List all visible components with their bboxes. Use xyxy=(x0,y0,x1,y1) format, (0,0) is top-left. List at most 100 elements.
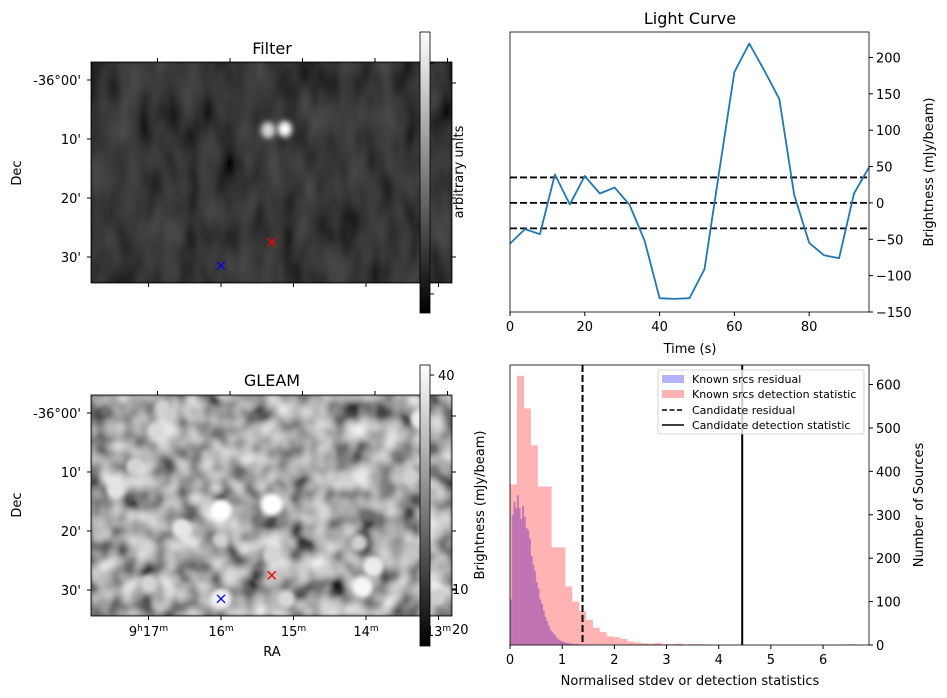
histogram-bar-detection xyxy=(599,631,607,645)
histogram-bar-detection xyxy=(565,586,573,645)
gleam-source xyxy=(401,469,418,486)
gleam-source xyxy=(263,546,281,563)
light-curve-threshold-lines xyxy=(510,176,869,230)
histogram-bar-residual xyxy=(558,639,561,645)
x-tick-label: 1 xyxy=(558,653,566,668)
histogram-bar-residual xyxy=(511,514,514,645)
gleam-source xyxy=(125,457,143,475)
light-curve-title: Light Curve xyxy=(644,9,736,28)
x-tick-label: 6 xyxy=(819,653,827,668)
gleam-source xyxy=(155,399,171,416)
gleam-markers xyxy=(216,570,277,604)
filter-bright-feature xyxy=(261,122,276,139)
histogram-bar-residual xyxy=(539,599,542,645)
filter-image-frame xyxy=(90,61,453,284)
histogram-bar-residual xyxy=(530,556,533,645)
legend-label: Candidate detection statistic xyxy=(692,419,850,432)
histogram-y-axis: 0 100 200 300 400 500 600 xyxy=(869,379,901,654)
histogram-bar-residual xyxy=(554,636,557,645)
histogram-bar-residual xyxy=(565,642,568,645)
dec-tick-label: 10' xyxy=(61,466,81,481)
histogram-bar-residual xyxy=(518,508,521,645)
light-curve-panel: Light Curve 0 20 40 60 80 −150 −100 −50 0 50 100 1… xyxy=(506,9,937,357)
gleam-source xyxy=(350,534,367,551)
gleam-panel: GLEAM -36°00'10'20'30' 9h17m 16m 15m 14m 13m… xyxy=(10,364,488,660)
gleam-source xyxy=(260,493,283,516)
x-tick-label: 60 xyxy=(726,320,743,335)
histogram-panel: 0 1 2 3 4 5 6 0 100 200 300 400 500 600 Normalised s… xyxy=(506,364,927,689)
marker-x-stroke xyxy=(267,570,277,580)
histogram-bar-residual xyxy=(542,610,545,645)
histogram-bar-residual xyxy=(546,621,549,645)
gleam-dec-axis: -36°00' 10' 20' 30' xyxy=(33,407,456,599)
gleam-source xyxy=(140,575,157,593)
light-curve-points xyxy=(510,43,869,299)
histogram-bar-detection xyxy=(551,547,559,645)
x-tick-label: 5 xyxy=(767,653,775,668)
histogram-bar-residual xyxy=(571,643,575,645)
filter-title: Filter xyxy=(252,39,292,58)
y-tick-label: −150 xyxy=(876,306,912,321)
histogram-bar-detection xyxy=(654,642,662,645)
dec-tick-label: -36°00' xyxy=(33,74,81,89)
y-tick-label: 300 xyxy=(876,509,901,524)
light-curve-y-axis: −150 −100 −50 0 50 100 150 200 xyxy=(869,51,912,321)
dec-tick-label: 10' xyxy=(61,133,81,148)
filter-ylabel: Dec xyxy=(10,160,25,185)
light-curve-x-axis: 0 20 40 60 80 xyxy=(506,312,817,335)
histogram-bar-residual xyxy=(556,638,559,645)
filter-colorbar xyxy=(419,31,431,314)
histogram-bar-detection xyxy=(592,627,600,645)
histogram-bar-detection xyxy=(668,644,676,645)
legend-box xyxy=(657,369,865,435)
legend-swatch-residual xyxy=(662,375,684,383)
histogram-bar-residual xyxy=(553,634,556,645)
x-tick-label: 0 xyxy=(506,320,514,335)
y-tick-label: 0 xyxy=(876,639,884,654)
histogram-bar-residual xyxy=(515,508,518,645)
x-tick-label: 0 xyxy=(506,653,514,668)
histogram-ylabel: Number of Sources xyxy=(912,443,927,568)
gleam-source xyxy=(351,576,373,598)
histogram-bar-detection xyxy=(689,644,697,645)
histogram-bar-residual xyxy=(534,571,537,645)
histogram-bar-detection xyxy=(544,486,552,645)
histogram-bar-residual xyxy=(535,582,538,645)
histogram-bar-residual xyxy=(516,495,519,645)
gleam-title: GLEAM xyxy=(244,371,300,390)
histogram-bar-residual xyxy=(573,644,576,645)
histogram-bar-detection xyxy=(585,619,593,645)
gleam-source xyxy=(106,480,126,499)
y-tick-label: 100 xyxy=(876,596,901,611)
histogram-bar-residual xyxy=(532,564,535,645)
x-tick-label: 20 xyxy=(577,320,594,335)
y-tick-label: 200 xyxy=(876,51,901,66)
ra-tick-label: 14m xyxy=(353,624,378,640)
histogram-bar-residual xyxy=(520,519,523,645)
histogram-bar-residual xyxy=(547,625,550,645)
y-tick-label: 150 xyxy=(876,88,901,103)
histogram-bar-residual xyxy=(537,588,540,645)
dec-tick-label: 30' xyxy=(61,584,81,599)
gleam-source xyxy=(430,587,447,604)
gleam-colorbar-tick-label: 40 xyxy=(438,369,455,384)
gleam-xlabel: RA xyxy=(263,645,281,660)
histogram-bar-residual xyxy=(568,643,571,645)
ra-tick-label: 15m xyxy=(281,624,306,640)
light-curve-frame xyxy=(509,31,870,313)
histogram-bar-detection xyxy=(530,445,538,645)
histogram-bar-residual xyxy=(540,603,544,645)
y-tick-label: 400 xyxy=(876,465,901,480)
legend-label: Known srcs residual xyxy=(692,373,801,386)
histogram-residual-bars xyxy=(510,495,587,645)
filter-markers xyxy=(216,237,277,271)
y-tick-label: 0 xyxy=(876,197,884,212)
histogram-bar-detection xyxy=(661,644,669,645)
ra-tick-label: 16m xyxy=(208,624,233,640)
histogram-bar-detection xyxy=(675,643,683,645)
ra-tick-label: 9h17m xyxy=(129,624,168,640)
histogram-bar-detection xyxy=(571,601,580,645)
histogram-x-axis: 0 1 2 3 4 5 6 xyxy=(506,645,827,668)
light-curve-xlabel: Time (s) xyxy=(663,342,717,357)
histogram-bar-detection xyxy=(537,486,545,645)
